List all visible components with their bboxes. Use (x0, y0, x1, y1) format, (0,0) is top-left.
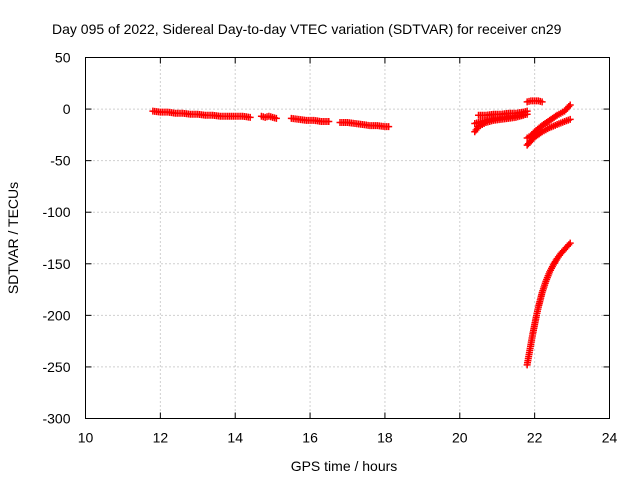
data-point (325, 117, 333, 125)
y-tick-label: -300 (42, 411, 70, 427)
y-tick-label: -250 (42, 359, 70, 375)
series-arc-11 (523, 239, 574, 369)
x-axis-ticks: 10 12 14 16 18 20 22 24 (78, 57, 618, 446)
data-point (565, 241, 573, 249)
data-point (272, 114, 280, 122)
series-arc-2 (257, 112, 280, 122)
x-tick-label: 20 (452, 430, 468, 446)
y-tick-label: 50 (55, 50, 71, 66)
data-point (538, 98, 546, 106)
series-arc-9 (523, 101, 574, 142)
data-point (566, 239, 574, 247)
series-arc-10 (523, 115, 574, 149)
y-tick-label: -50 (50, 153, 70, 169)
x-axis-label: GPS time / hours (291, 458, 398, 474)
x-tick-label: 12 (153, 430, 169, 446)
series-arc-7 (471, 110, 531, 128)
x-tick-label: 18 (377, 430, 393, 446)
series-arc-1 (149, 107, 254, 121)
data-point (385, 123, 393, 131)
series-arc-4 (336, 118, 393, 131)
y-tick-label: -150 (42, 256, 70, 272)
x-tick-label: 14 (227, 430, 243, 446)
y-axis-label: SDTVAR / TECUs (5, 182, 21, 294)
y-tick-label: -100 (42, 204, 70, 220)
x-tick-label: 22 (527, 430, 543, 446)
data-point (523, 110, 531, 118)
x-tick-label: 16 (302, 430, 318, 446)
x-tick-label: 24 (602, 430, 618, 446)
plot-frame (85, 57, 610, 419)
series-arc-3 (287, 114, 333, 125)
data-point (565, 102, 573, 110)
data-point (566, 115, 574, 123)
data-point (566, 101, 574, 109)
y-tick-label: -200 (42, 307, 70, 323)
chart-title: Day 095 of 2022, Sidereal Day-to-day VTE… (52, 21, 562, 37)
series-arc-8 (523, 97, 546, 106)
data-points (149, 97, 574, 369)
x-tick-label: 10 (78, 430, 94, 446)
data-point (246, 113, 254, 121)
y-axis-ticks: 50 0 -50 -100 -150 -200 -250 -300 (42, 50, 610, 427)
y-tick-label: 0 (63, 101, 71, 117)
